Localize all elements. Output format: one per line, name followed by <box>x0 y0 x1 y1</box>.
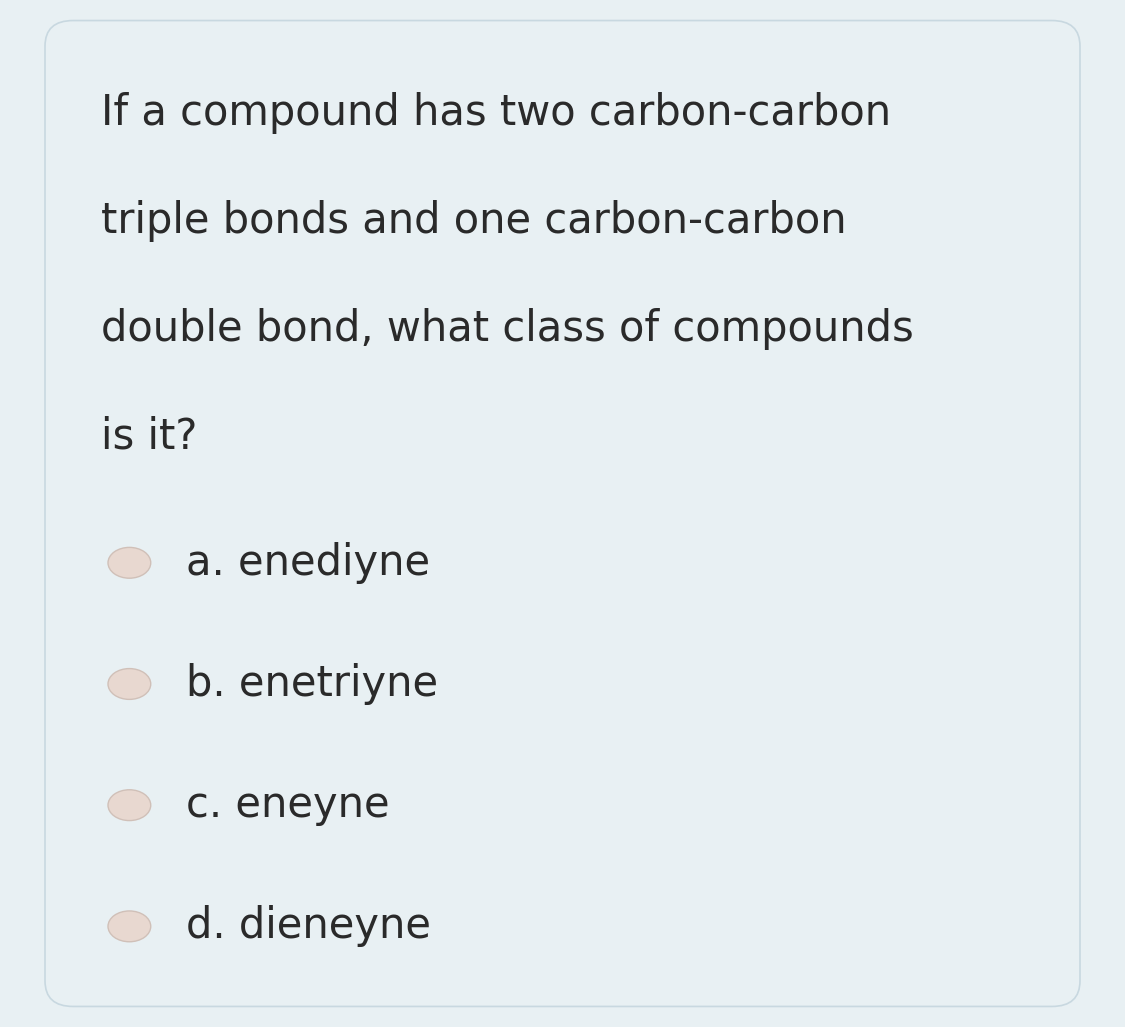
Text: If a compound has two carbon-carbon: If a compound has two carbon-carbon <box>101 92 891 135</box>
Text: c. eneyne: c. eneyne <box>186 785 389 826</box>
Text: is it?: is it? <box>101 416 198 458</box>
Text: d. dieneyne: d. dieneyne <box>186 906 431 947</box>
Ellipse shape <box>108 911 151 942</box>
Ellipse shape <box>108 669 151 699</box>
Text: a. enediyne: a. enediyne <box>186 542 430 583</box>
Text: triple bonds and one carbon-carbon: triple bonds and one carbon-carbon <box>101 200 847 242</box>
FancyBboxPatch shape <box>45 21 1080 1006</box>
Ellipse shape <box>108 790 151 821</box>
Text: b. enetriyne: b. enetriyne <box>186 663 438 705</box>
Text: double bond, what class of compounds: double bond, what class of compounds <box>101 308 914 350</box>
Ellipse shape <box>108 547 151 578</box>
